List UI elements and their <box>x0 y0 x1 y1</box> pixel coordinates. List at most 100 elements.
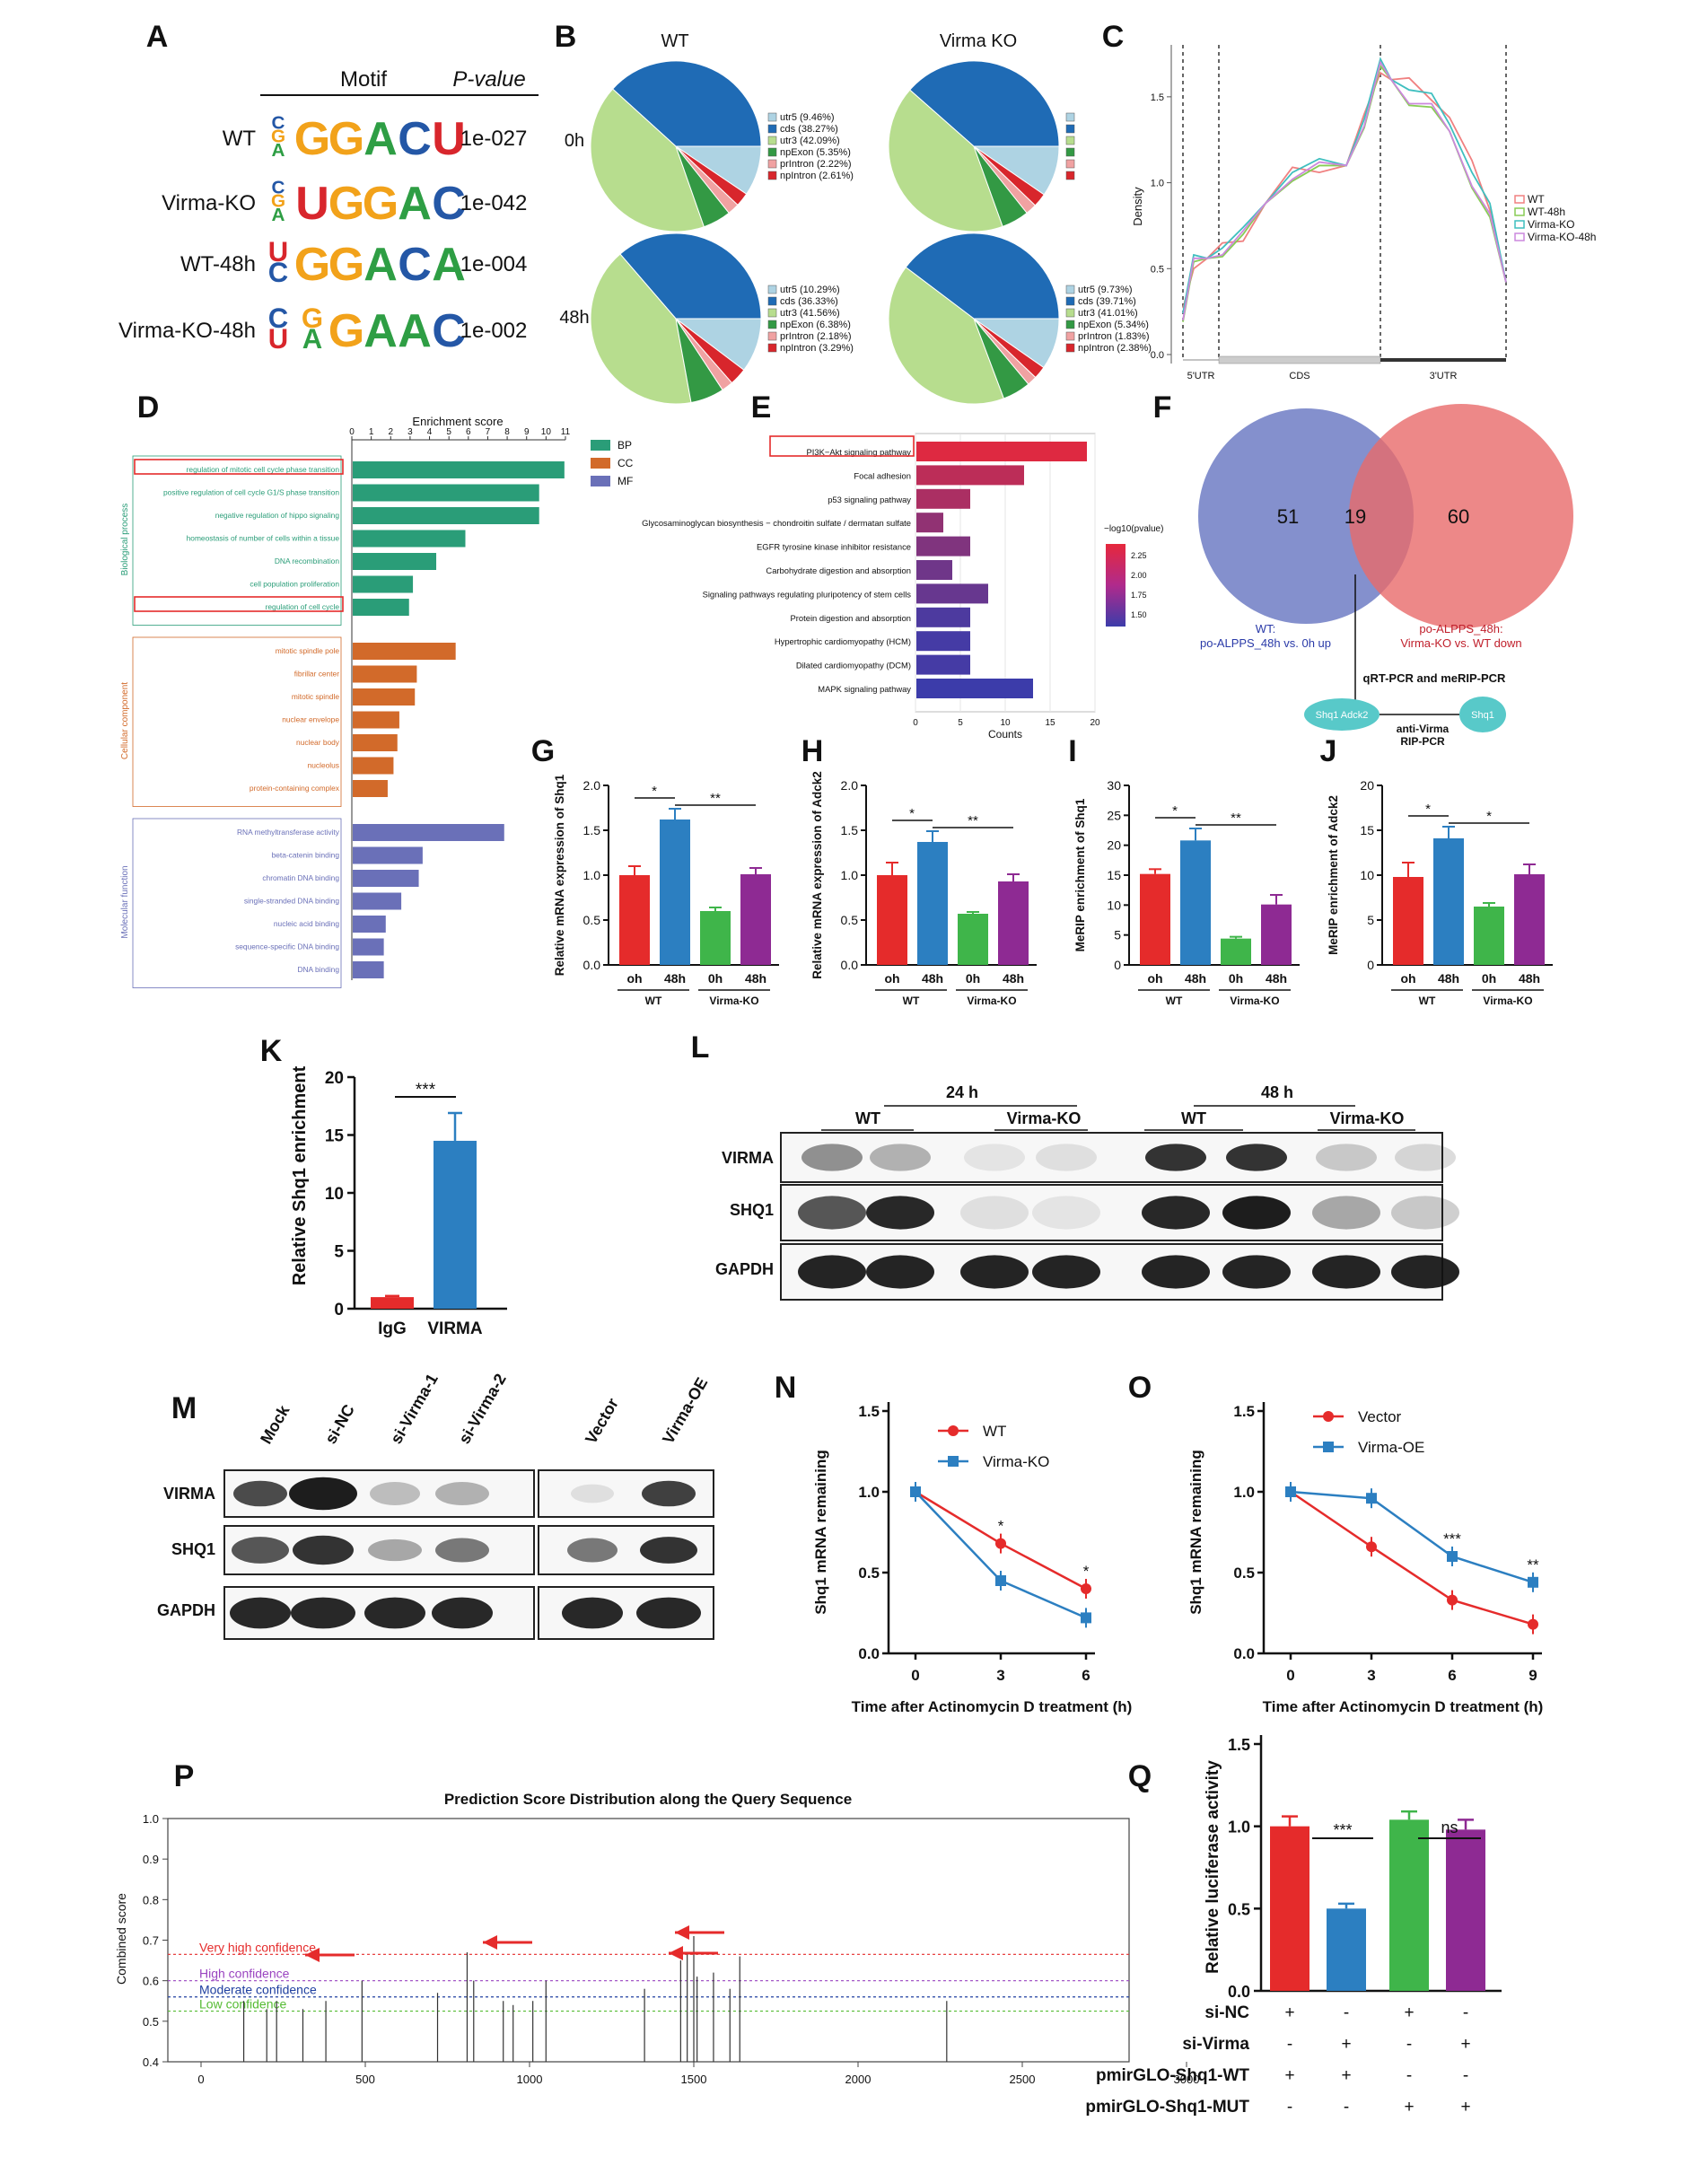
bar-ytick-label: 30 <box>1107 778 1121 793</box>
line-ytick-label: 1.5 <box>858 1403 880 1420</box>
q-bar <box>1446 1829 1485 1991</box>
series-line-virma-ko <box>915 1491 1087 1619</box>
blot-band <box>640 1537 697 1564</box>
kegg-legend-title: −log10(pvalue) <box>1104 524 1163 534</box>
kegg-xtick-label: 20 <box>1090 718 1100 728</box>
go-bar <box>353 484 539 502</box>
blot-band <box>960 1255 1029 1289</box>
bar-x-label: 0h <box>966 971 980 986</box>
motif-letter: A <box>432 239 466 291</box>
motif-letter: A <box>363 305 398 357</box>
kegg-legend-tick: 1.75 <box>1131 591 1147 600</box>
density-legend-label: WT <box>1528 193 1545 206</box>
venn-right-count: 60 <box>1448 505 1469 528</box>
blot-band <box>435 1538 489 1563</box>
bar-x-label: 48h <box>1003 971 1024 986</box>
motif-letter: A <box>398 178 432 230</box>
bar-ytick-label: 0.0 <box>583 958 601 972</box>
p-xtick-label: 3000 <box>1174 2073 1200 2086</box>
bar <box>1261 904 1292 965</box>
motif-pvalue: 1e-042 <box>460 191 528 215</box>
go-bar <box>353 665 417 683</box>
blot-band <box>870 1144 931 1171</box>
pie-legend-label: prIntron (2.22%) <box>780 159 851 170</box>
k-ytick-label: 0 <box>334 1301 344 1319</box>
go-term: mitotic spindle pole <box>276 646 340 655</box>
go-bar <box>353 643 456 660</box>
kegg-bar <box>916 631 970 652</box>
blot-band <box>636 1597 701 1629</box>
q-condition-sign: - <box>1287 2098 1292 2117</box>
bar-ytick-label: 2.0 <box>583 778 601 793</box>
line-ytick-label: 0.5 <box>858 1565 880 1582</box>
kegg-colorbar <box>1106 544 1126 627</box>
go-term: regulation of mitotic cell cycle phase t… <box>187 465 340 474</box>
pie-legend-label: npExon (5.34%) <box>1078 320 1149 330</box>
motif-letter: G <box>271 127 285 147</box>
q-condition-sign: + <box>1404 2098 1414 2117</box>
bar-x-label: 48h <box>1266 971 1287 986</box>
go-term: beta-catenin binding <box>272 851 340 860</box>
pie-legend-swatch <box>767 124 777 134</box>
blot-band <box>571 1484 614 1503</box>
bar-ytick-label: 5 <box>1367 913 1374 927</box>
pie-slice-utr3 <box>590 88 705 232</box>
venn-node-right <box>1459 697 1506 732</box>
go-term: single-stranded DNA binding <box>244 897 339 906</box>
blot-band <box>642 1480 696 1507</box>
k-bar <box>434 1140 477 1309</box>
blot-lane-label: Vector <box>582 1395 622 1447</box>
pie-legend-label: prIntron (1.83%) <box>1078 331 1149 342</box>
bar-x-label: oh <box>1147 971 1162 986</box>
go-bar <box>353 780 388 797</box>
go-term: mitotic spindle <box>292 692 339 701</box>
go-legend-swatch <box>591 458 610 469</box>
go-bar <box>353 938 384 956</box>
panel-letter-l: L <box>691 1030 710 1065</box>
density-legend-label: WT-48h <box>1528 206 1565 218</box>
pie-legend-swatch <box>1065 136 1075 145</box>
go-bar <box>353 916 386 933</box>
bar-x-label: 48h <box>1185 971 1206 986</box>
density-region-label: 5'UTR <box>1187 371 1215 381</box>
series-line-virma-oe <box>1290 1490 1534 1583</box>
k-ytick-label: 15 <box>325 1127 345 1146</box>
go-term: fibrillar center <box>294 670 339 679</box>
panel-letter-c: C <box>1102 20 1125 54</box>
kegg-xtick-label: 10 <box>1000 718 1011 728</box>
kegg-term: Protein digestion and absorption <box>791 613 911 623</box>
pie-legend-label: utr3 (41.01%) <box>1078 308 1138 319</box>
k-cat-label: IgG <box>378 1319 407 1338</box>
pie-legend-label: utr3 (41.56%) <box>780 308 840 319</box>
series-point <box>995 1538 1006 1549</box>
go-highlight-box <box>134 459 344 475</box>
motif-letter: A <box>302 323 322 355</box>
motif-letter: U <box>295 178 329 230</box>
sig-star: * <box>909 806 915 821</box>
blot-group-label: WT <box>1181 1109 1206 1127</box>
pie-legend-label: prIntron (2.18%) <box>780 331 851 342</box>
q-bar <box>1389 1819 1429 1991</box>
bar-ytick-label: 15 <box>1360 823 1374 837</box>
motif-letter: G <box>302 302 323 334</box>
bar-group-label: Virma-KO <box>967 995 1016 1007</box>
panel-letter-a: A <box>146 20 169 54</box>
k-ytick-label: 20 <box>325 1069 344 1088</box>
panel-letter-d: D <box>137 390 160 425</box>
blot-band <box>801 1144 863 1171</box>
kegg-xtick-label: 5 <box>958 718 963 728</box>
kegg-bar <box>916 465 1024 486</box>
p-xtick-label: 0 <box>197 2073 204 2086</box>
venn-method: qRT-PCR and meRIP-PCR <box>1363 671 1507 685</box>
pie-row-label: 48h <box>559 308 589 328</box>
pie-legend-swatch <box>1065 159 1075 169</box>
pie-col-label: Virma KO <box>940 31 1017 51</box>
p-ytick-label: 0.9 <box>143 1853 159 1866</box>
go-tick-label: 9 <box>524 427 530 437</box>
bar <box>1433 838 1464 965</box>
venn-left-count: 51 <box>1277 505 1299 528</box>
density-ylabel: Density <box>1131 187 1144 226</box>
motif-letter: A <box>363 113 398 165</box>
go-tick-label: 3 <box>407 427 413 437</box>
bar <box>917 842 948 965</box>
